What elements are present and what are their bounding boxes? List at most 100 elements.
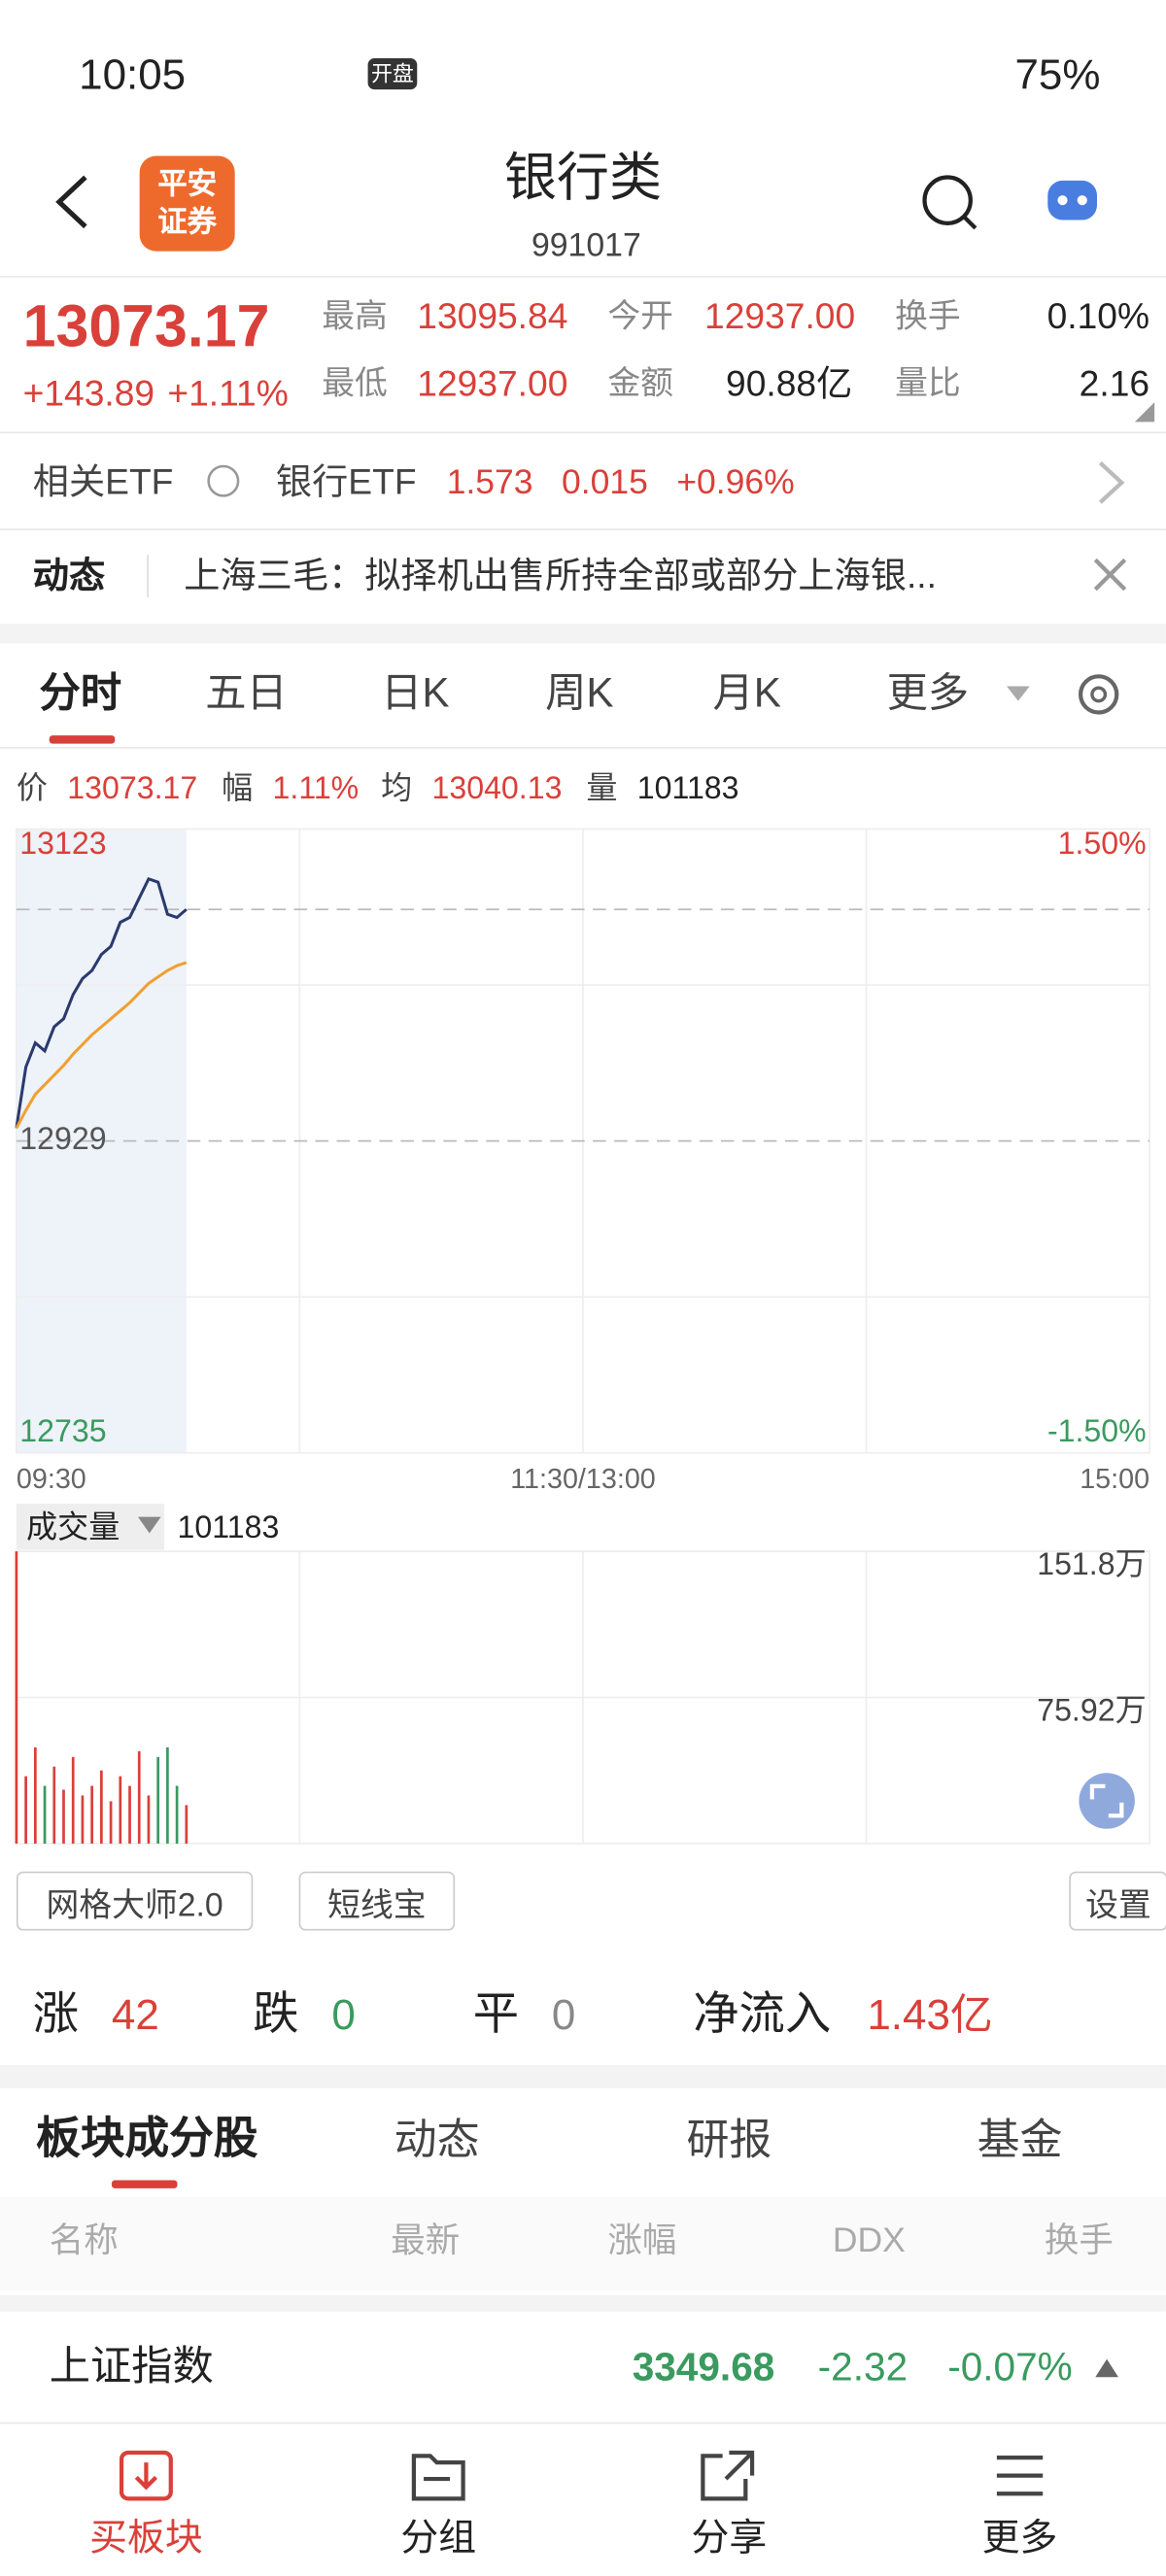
tab[interactable]: 分时 bbox=[39, 670, 122, 717]
breadth-value: 0 bbox=[331, 1989, 356, 2040]
etf-name[interactable]: 银行ETF bbox=[275, 460, 417, 503]
tab[interactable]: 周K bbox=[545, 670, 614, 717]
band bbox=[0, 624, 1166, 644]
button[interactable]: 设置 bbox=[1069, 1871, 1166, 1931]
tab[interactable]: 更多 bbox=[886, 670, 970, 717]
volume-bar bbox=[15, 1551, 18, 1844]
column[interactable]: 涨幅 bbox=[607, 2221, 677, 2260]
column[interactable]: 换手 bbox=[1044, 2221, 1114, 2260]
volume-bar bbox=[166, 1746, 169, 1844]
bot-eye bbox=[1057, 195, 1068, 206]
collapse-icon[interactable] bbox=[1095, 2358, 1118, 2378]
etf-pct: +0.96% bbox=[676, 463, 795, 502]
tab-underline bbox=[111, 2180, 178, 2188]
logo bbox=[139, 155, 235, 252]
dropdown-icon bbox=[137, 1516, 161, 1534]
column[interactable]: DDX bbox=[832, 2221, 906, 2260]
volume-bar bbox=[71, 1756, 75, 1844]
stat-value: 2.16 bbox=[1079, 362, 1150, 404]
group-icon[interactable] bbox=[411, 2454, 465, 2501]
etf-label: 相关ETF bbox=[32, 460, 174, 503]
stat-label: 最高 bbox=[322, 298, 388, 335]
nav-label[interactable]: 更多 bbox=[981, 2516, 1058, 2559]
volume-bar bbox=[90, 1785, 93, 1844]
tab[interactable]: 日K bbox=[381, 670, 450, 717]
nav-label[interactable]: 买板块 bbox=[89, 2516, 203, 2559]
volume-value: 101183 bbox=[177, 1510, 280, 1546]
nav-icons bbox=[119, 2450, 1044, 2501]
status-badge: 开盘 bbox=[367, 57, 418, 90]
settings-icon[interactable] bbox=[1078, 674, 1119, 715]
separator bbox=[0, 746, 1166, 749]
stat-label: 换手 bbox=[895, 298, 961, 335]
tab-underline bbox=[49, 735, 116, 744]
stat-label: 今开 bbox=[607, 298, 673, 335]
share-icon[interactable] bbox=[701, 2450, 755, 2501]
row-price: 3349.68 bbox=[632, 2346, 775, 2390]
stat-value: 13095.84 bbox=[417, 295, 568, 337]
buy-icon bbox=[134, 2462, 158, 2491]
stat-label: 最低 bbox=[322, 365, 388, 403]
logo-text: 证券 bbox=[157, 205, 218, 239]
expand-icon[interactable] bbox=[1079, 1773, 1135, 1829]
y-tick-label: 75.92万 bbox=[1037, 1692, 1146, 1727]
nav-label[interactable]: 分组 bbox=[400, 2516, 477, 2559]
breadth-value: 0 bbox=[551, 1989, 576, 2040]
sub-tab[interactable]: 板块成分股 bbox=[36, 2114, 258, 2163]
breadth-label: 跌 bbox=[253, 1987, 299, 2040]
volume-bar bbox=[43, 1785, 47, 1844]
search-icon[interactable] bbox=[922, 175, 973, 225]
row-pct: -0.07% bbox=[947, 2346, 1073, 2390]
info-value: 101183 bbox=[636, 772, 739, 807]
sub-tab[interactable]: 研报 bbox=[686, 2114, 772, 2164]
breadth-label: 涨 bbox=[32, 1987, 80, 2040]
news-text[interactable]: 上海三毛：拟择机出售所持全部或部分上海银... bbox=[184, 555, 937, 596]
stat-value: 0.10% bbox=[1046, 295, 1150, 337]
row-name[interactable]: 上证指数 bbox=[49, 2343, 214, 2390]
volume-bar bbox=[147, 1795, 151, 1844]
volume-bar bbox=[81, 1795, 85, 1844]
tab[interactable]: 五日 bbox=[205, 670, 288, 717]
band bbox=[0, 2065, 1166, 2088]
button[interactable]: 网格大师2.0 bbox=[16, 1871, 254, 1931]
sub-tab[interactable]: 动态 bbox=[394, 2114, 480, 2164]
info-label: 幅 bbox=[222, 772, 254, 807]
chevron[interactable] bbox=[1098, 461, 1125, 504]
breadth-value: 1.43亿 bbox=[867, 1989, 993, 2040]
volume-bar bbox=[175, 1785, 179, 1844]
info-value: 1.11% bbox=[272, 772, 360, 807]
separator bbox=[0, 275, 1166, 278]
info-value: 13040.13 bbox=[431, 772, 563, 807]
back-icon[interactable] bbox=[55, 175, 87, 229]
sub-tab[interactable]: 基金 bbox=[977, 2114, 1063, 2164]
stat-value: 12937.00 bbox=[704, 295, 856, 337]
more-icon[interactable] bbox=[996, 2455, 1044, 2496]
column[interactable]: 最新 bbox=[391, 2221, 461, 2260]
row-change: -2.32 bbox=[817, 2346, 909, 2390]
separator bbox=[0, 431, 1166, 434]
code: 991017 bbox=[531, 227, 641, 265]
buy-icon[interactable] bbox=[119, 2450, 173, 2501]
info-icon[interactable] bbox=[207, 464, 240, 497]
column-header-bg bbox=[0, 2196, 1166, 2292]
y-tick-label: 12735 bbox=[19, 1413, 106, 1448]
bot-eye bbox=[1077, 195, 1087, 206]
nav-label[interactable]: 分享 bbox=[691, 2516, 768, 2559]
price: 13073.17 bbox=[22, 291, 270, 360]
change-pct: +1.11% bbox=[167, 372, 289, 414]
tab[interactable]: 月K bbox=[712, 670, 781, 717]
search-icon bbox=[962, 215, 977, 230]
volume-select[interactable] bbox=[16, 1504, 165, 1550]
stat-label: 量比 bbox=[895, 365, 961, 403]
close-icon[interactable] bbox=[1093, 558, 1127, 592]
volume-bar bbox=[33, 1746, 37, 1844]
etf-price: 1.573 bbox=[446, 463, 533, 502]
stat-value: 90.88亿 bbox=[726, 362, 853, 404]
info-label: 量 bbox=[586, 772, 618, 807]
volume-bar bbox=[156, 1756, 160, 1844]
button[interactable]: 短线宝 bbox=[298, 1871, 456, 1931]
dropdown-icon[interactable] bbox=[1007, 686, 1030, 701]
bot-icon[interactable] bbox=[1047, 180, 1097, 220]
